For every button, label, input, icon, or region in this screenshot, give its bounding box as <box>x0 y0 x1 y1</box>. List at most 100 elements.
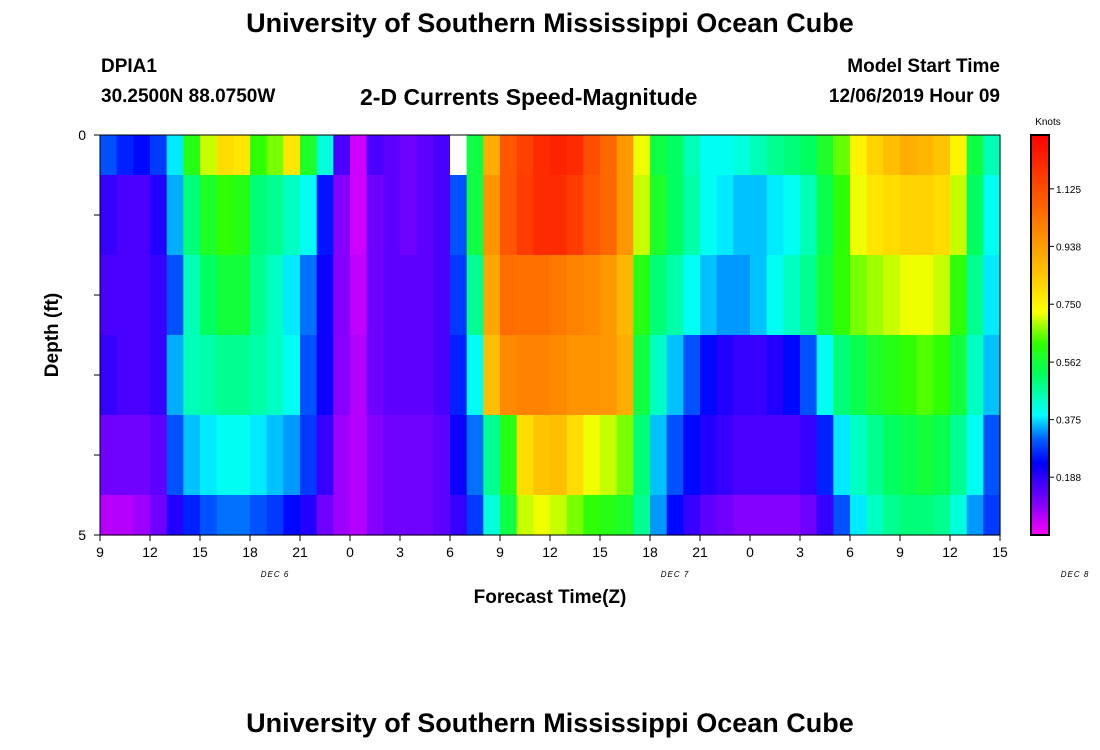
heatmap-cell <box>150 135 168 176</box>
heatmap-cell <box>916 415 934 496</box>
heatmap-cell <box>900 135 918 176</box>
heatmap-cell <box>650 255 668 336</box>
heatmap-cell <box>766 135 784 176</box>
heatmap-cell <box>666 415 684 496</box>
heatmap-cell <box>133 335 151 416</box>
heatmap-cell <box>800 495 818 536</box>
model-start-value: 12/06/2019 Hour 09 <box>828 86 1000 107</box>
heatmap-cell <box>250 135 268 176</box>
heatmap-cell <box>800 175 818 256</box>
heatmap-cell <box>916 135 934 176</box>
heatmap-cell <box>983 415 1001 496</box>
heatmap-cell <box>316 415 334 496</box>
heatmap-cell <box>850 175 868 256</box>
heatmap-cell <box>216 415 234 496</box>
heatmap-cell <box>583 135 601 176</box>
heatmap-cell <box>433 415 451 496</box>
heatmap-cell <box>333 175 351 256</box>
heatmap-cell <box>200 415 218 496</box>
heatmap-cell <box>666 175 684 256</box>
date-label: DEC 8 <box>1061 570 1090 579</box>
y-tick-label: 5 <box>78 527 86 543</box>
heatmap-cell <box>333 255 351 336</box>
heatmap-cell <box>566 135 584 176</box>
heatmap-cell <box>183 135 201 176</box>
heatmap-cell <box>466 495 484 536</box>
heatmap-cell <box>716 495 734 536</box>
heatmap-cell <box>183 495 201 536</box>
heatmap-cell <box>433 255 451 336</box>
heatmap-cell <box>700 175 718 256</box>
heatmap-cell <box>166 255 184 336</box>
heatmap-cell <box>500 335 518 416</box>
heatmap-cell <box>950 135 968 176</box>
heatmap-cell <box>850 495 868 536</box>
heatmap-cell <box>283 175 301 256</box>
heatmap-cell <box>400 335 418 416</box>
model-start-label: Model Start Time <box>847 56 1000 77</box>
heatmap-cell <box>283 495 301 536</box>
heatmap-cell <box>400 135 418 176</box>
heatmap-cell <box>816 175 834 256</box>
heatmap-cell <box>633 335 651 416</box>
colorbar-tick-label: 0.750 <box>1056 300 1081 311</box>
heatmap-cell <box>883 255 901 336</box>
heatmap-cell <box>866 175 884 256</box>
x-tick-label: 3 <box>396 544 404 560</box>
heatmap-cell <box>516 495 534 536</box>
heatmap-cell <box>316 175 334 256</box>
heatmap-cell <box>100 415 118 496</box>
heatmap-cell <box>300 255 318 336</box>
heatmap-cell <box>566 255 584 336</box>
heatmap-cell <box>933 495 951 536</box>
heatmap-cell <box>866 415 884 496</box>
heatmap-cell <box>200 135 218 176</box>
heatmap-cell <box>133 175 151 256</box>
heatmap-cell <box>466 175 484 256</box>
colorbar-ticks: 1.125 0.938 0.750 0.562 0.375 0.188 <box>1049 185 1081 484</box>
heatmap-cell <box>450 335 468 416</box>
heatmap-cell <box>116 175 134 256</box>
heatmap-cell <box>483 135 501 176</box>
heatmap-cell <box>750 175 768 256</box>
heatmap-cell <box>150 255 168 336</box>
heatmap-cell <box>416 255 434 336</box>
heatmap-cell <box>166 175 184 256</box>
heatmap-cell <box>533 335 551 416</box>
heatmap-cell <box>733 495 751 536</box>
heatmap-cell <box>950 175 968 256</box>
heatmap-cell <box>216 255 234 336</box>
heatmap-cell <box>200 255 218 336</box>
heatmap-cell <box>183 175 201 256</box>
heatmap-cell <box>966 255 984 336</box>
heatmap-cell <box>733 255 751 336</box>
x-tick-label: 0 <box>746 544 754 560</box>
heatmap-cell <box>600 175 618 256</box>
heatmap-cell <box>566 335 584 416</box>
heatmap-cell <box>416 175 434 256</box>
heatmap-cell <box>133 415 151 496</box>
heatmap-cell <box>616 175 634 256</box>
heatmap-cell <box>316 335 334 416</box>
heatmap-cell <box>583 175 601 256</box>
heatmap-cell <box>233 495 251 536</box>
x-tick-label: 9 <box>496 544 504 560</box>
heatmap-cell <box>233 175 251 256</box>
heatmap-cell <box>883 335 901 416</box>
heatmap-cell <box>833 175 851 256</box>
heatmap-cell <box>416 135 434 176</box>
heatmap-cell <box>150 175 168 256</box>
heatmap-cell <box>433 175 451 256</box>
heatmap-cell <box>800 415 818 496</box>
heatmap-cell <box>950 335 968 416</box>
heatmap-cell <box>900 335 918 416</box>
x-tick-label: 18 <box>242 544 258 560</box>
heatmap-cell <box>950 495 968 536</box>
heatmap-cell <box>500 255 518 336</box>
heatmap-cell <box>533 495 551 536</box>
heatmap-cell <box>383 495 401 536</box>
heatmap-cell <box>266 135 284 176</box>
heatmap-cell <box>250 335 268 416</box>
heatmap-cell <box>833 335 851 416</box>
heatmap-cell <box>250 415 268 496</box>
